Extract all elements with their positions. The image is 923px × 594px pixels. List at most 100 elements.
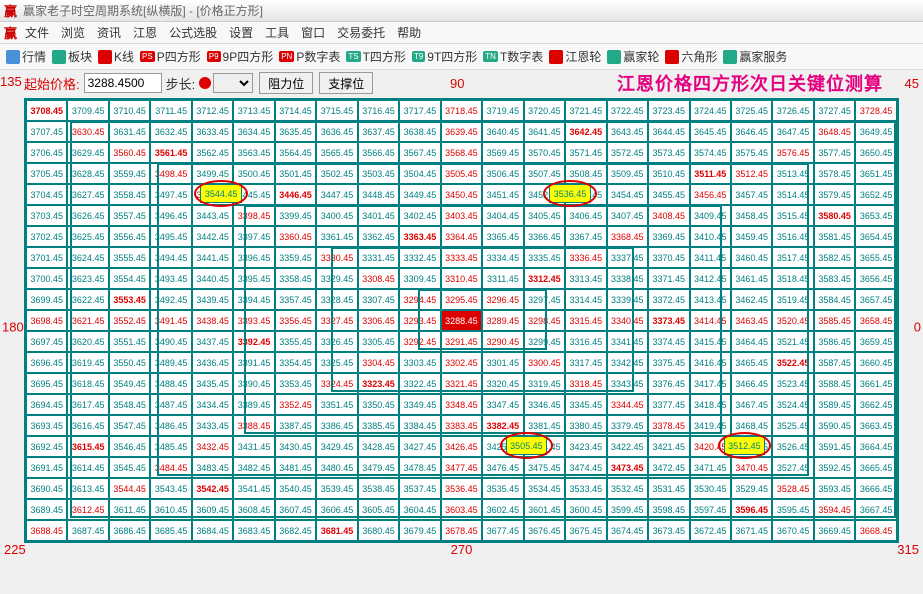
grid-cell: 3532.45 [607, 478, 648, 499]
grid-cell: 3635.45 [275, 121, 316, 142]
grid-cell: 3617.45 [67, 394, 108, 415]
toolbar-item[interactable]: 江恩轮 [549, 48, 601, 65]
grid-cell: 3515.45 [772, 205, 813, 226]
grid-cell: 3529.45 [731, 478, 772, 499]
grid-cell: 3306.45 [358, 310, 399, 331]
angle-90-label: 90 [450, 76, 464, 91]
grid-cell: 3387.45 [275, 415, 316, 436]
toolbar-item[interactable]: PNP数字表 [279, 48, 340, 65]
grid-cell: 3299.45 [524, 331, 565, 352]
grid-cell: 3314.45 [565, 289, 606, 310]
grid-cell: 3323.45 [358, 373, 399, 394]
grid-cell: 3716.45 [358, 100, 399, 121]
grid-cell: 3609.45 [192, 499, 233, 520]
grid-cell: 3321.45 [441, 373, 482, 394]
toolbar-item[interactable]: 赢家服务 [723, 48, 787, 65]
grid-cell: 3325.45 [316, 352, 357, 373]
grid-cell: 3311.45 [482, 268, 523, 289]
toolbar-item[interactable]: 行情 [6, 48, 46, 65]
step-dot-icon [199, 77, 211, 89]
start-price-input[interactable] [84, 73, 162, 93]
grid-cell: 3520.45 [772, 310, 813, 331]
grid-cell: 3499.45 [192, 163, 233, 184]
menu-item[interactable]: 江恩 [133, 26, 157, 40]
grid-cell: 3308.45 [358, 268, 399, 289]
angle-45-label: 45 [905, 76, 919, 91]
grid-cell: 3643.45 [607, 121, 648, 142]
menu-item[interactable]: 公式选股 [169, 26, 217, 40]
toolbar-item[interactable]: T99T四方形 [412, 48, 477, 65]
grid-cell: 3389.45 [233, 394, 274, 415]
grid-cell: 3541.45 [233, 478, 274, 499]
grid-cell: 3692.45 [26, 436, 67, 457]
grid-cell: 3680.45 [358, 520, 399, 541]
grid-cell: 3346.45 [524, 394, 565, 415]
toolbar-item[interactable]: 板块 [52, 48, 92, 65]
grid-cell: 3510.45 [648, 163, 689, 184]
menu-item[interactable]: 浏览 [61, 26, 85, 40]
grid-cell: 3569.45 [482, 142, 523, 163]
grid-cell: 3342.45 [607, 352, 648, 373]
grid-cell: 3465.45 [731, 352, 772, 373]
grid-cell: 3546.45 [109, 436, 150, 457]
toolbar-item[interactable]: 六角形 [665, 48, 717, 65]
grid-cell: 3698.45 [26, 310, 67, 331]
grid-cell: 3694.45 [26, 394, 67, 415]
grid-cell: 3678.45 [441, 520, 482, 541]
highlight-cell: 3512.45 [724, 436, 766, 455]
grid-cell: 3345.45 [565, 394, 606, 415]
grid-cell: 3472.45 [648, 457, 689, 478]
grid-cell: 3594.45 [814, 499, 855, 520]
toolbar-item[interactable]: TST四方形 [346, 48, 406, 65]
toolbar-item[interactable]: K线 [98, 48, 134, 65]
grid-cell: 3309.45 [399, 268, 440, 289]
toolbar-item[interactable]: 赢家轮 [607, 48, 659, 65]
grid-cell: 3371.45 [648, 268, 689, 289]
menu-item[interactable]: 文件 [25, 26, 49, 40]
grid-cell: 3700.45 [26, 268, 67, 289]
grid-cell: 3337.45 [607, 247, 648, 268]
grid-cell: 3340.45 [607, 310, 648, 331]
menu-item[interactable]: 窗口 [301, 26, 325, 40]
grid-cell: 3575.45 [731, 142, 772, 163]
grid-cell: 3409.45 [690, 205, 731, 226]
angle-180-label: 180 [2, 319, 24, 334]
toolbar-item[interactable]: P99P四方形 [207, 48, 273, 65]
grid-cell: 3726.45 [772, 100, 813, 121]
step-label: 步长: [166, 74, 196, 93]
grid-cell: 3317.45 [565, 352, 606, 373]
grid-cell: 3369.45 [648, 226, 689, 247]
grid-cell: 3381.45 [524, 415, 565, 436]
menu-item[interactable]: 设置 [229, 26, 253, 40]
grid-cell: 3474.45 [565, 457, 606, 478]
grid-cell: 3667.45 [855, 499, 896, 520]
grid-cell: 3428.45 [358, 436, 399, 457]
grid-cell: 3331.45 [358, 247, 399, 268]
menu-item[interactable]: 工具 [265, 26, 289, 40]
toolbar-item[interactable]: TNT数字表 [483, 48, 543, 65]
resistance-button[interactable]: 阻力位 [259, 72, 313, 94]
support-button[interactable]: 支撑位 [319, 72, 373, 94]
grid-cell: 3368.45 [607, 226, 648, 247]
grid-cell: 3403.45 [441, 205, 482, 226]
grid-cell: 3343.45 [607, 373, 648, 394]
grid-cell: 3568.45 [441, 142, 482, 163]
toolbar-item[interactable]: PSP四方形 [140, 48, 201, 65]
grid-cell: 3423.45 [565, 436, 606, 457]
grid-cell: 3611.45 [109, 499, 150, 520]
grid-cell: 3662.45 [855, 394, 896, 415]
menu-item[interactable]: 帮助 [397, 26, 421, 40]
step-select[interactable] [213, 73, 253, 93]
grid-cell: 3551.45 [109, 331, 150, 352]
menu-item[interactable]: 交易委托 [337, 26, 385, 40]
grid-cell: 3405.45 [524, 205, 565, 226]
grid-cell: 3327.45 [316, 310, 357, 331]
grid-cell: 3324.45 [316, 373, 357, 394]
grid-cell: 3707.45 [26, 121, 67, 142]
grid-cell: 3598.45 [648, 499, 689, 520]
grid-cell: 3671.45 [731, 520, 772, 541]
grid-cell: 3607.45 [275, 499, 316, 520]
menu-item[interactable]: 资讯 [97, 26, 121, 40]
grid-cell: 3473.45 [607, 457, 648, 478]
grid-cell: 3518.45 [772, 268, 813, 289]
